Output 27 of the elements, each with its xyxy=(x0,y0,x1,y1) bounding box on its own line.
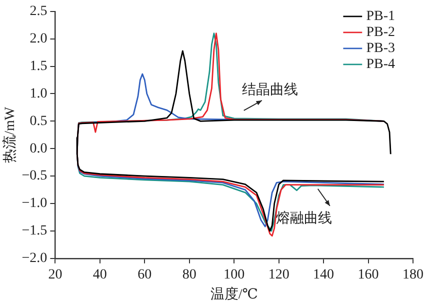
x-tick-label: 160 xyxy=(358,267,379,282)
legend-label: PB-1 xyxy=(366,9,396,24)
y-tick-label: −2.0 xyxy=(22,251,48,266)
x-tick-label: 120 xyxy=(268,267,290,282)
x-axis-title: 温度/℃ xyxy=(210,286,258,302)
x-tick-label: 180 xyxy=(402,267,424,282)
legend-label: PB-4 xyxy=(366,57,396,72)
y-tick-label: −1.0 xyxy=(22,196,48,212)
y-tick-label: 0.5 xyxy=(30,114,48,129)
annotation: 熔融曲线 xyxy=(276,210,332,227)
legend-label: PB-3 xyxy=(366,41,396,56)
y-tick-label: −1.5 xyxy=(22,224,48,239)
x-tick-label: 80 xyxy=(182,267,196,282)
y-tick-label: −0.5 xyxy=(22,168,48,184)
annotation: 结晶曲线 xyxy=(242,82,298,98)
y-tick-label: 0.0 xyxy=(30,141,48,156)
y-tick-label: 1.5 xyxy=(30,58,48,74)
x-tick-label: 40 xyxy=(92,267,107,282)
x-tick-label: 100 xyxy=(224,267,245,282)
y-tick-label: 2.0 xyxy=(30,32,48,47)
x-tick-label: 20 xyxy=(48,267,62,282)
y-tick-label: 2.5 xyxy=(30,4,48,20)
legend-label: PB-2 xyxy=(366,25,396,40)
y-tick-label: 1.0 xyxy=(30,86,48,102)
y-axis-title: 热流/mW xyxy=(2,106,18,163)
x-tick-label: 140 xyxy=(313,267,334,282)
x-tick-label: 60 xyxy=(138,267,152,282)
